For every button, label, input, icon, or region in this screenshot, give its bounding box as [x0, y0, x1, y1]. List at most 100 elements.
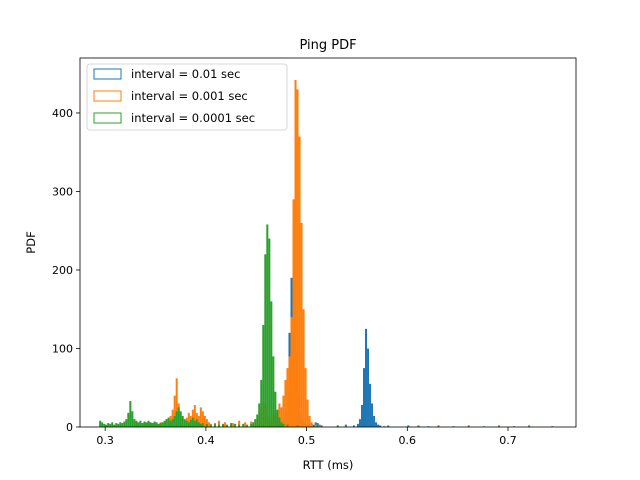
histogram-bar: [157, 423, 160, 427]
histogram-bar: [437, 425, 440, 427]
histogram-bar: [173, 416, 176, 427]
histogram-bar: [238, 424, 241, 427]
histogram-bar: [193, 405, 196, 427]
histogram-bar: [260, 379, 263, 427]
legend: interval = 0.01 sec interval = 0.001 sec i…: [86, 63, 288, 131]
histogram-bar: [107, 423, 110, 427]
histogram-bar: [407, 425, 410, 427]
histogram-bar: [282, 423, 285, 427]
histogram-bar: [294, 79, 297, 427]
x-tick-label: 0.4: [197, 434, 215, 447]
histogram-bar: [141, 423, 144, 427]
histogram-bar: [119, 422, 122, 427]
histogram-bar: [161, 422, 164, 427]
histogram-bar: [292, 199, 295, 427]
histogram-bar: [201, 423, 204, 427]
histogram-bar: [256, 414, 259, 427]
histogram-bar: [173, 395, 176, 427]
histogram-bar: [111, 422, 114, 427]
histogram-bar: [177, 407, 180, 427]
histogram-bar: [264, 254, 267, 427]
y-tick-label: 200: [52, 264, 73, 277]
histogram-bar: [125, 419, 128, 427]
histogram-bar: [187, 422, 190, 427]
histogram-bar: [230, 423, 233, 427]
histogram-bar: [336, 425, 339, 427]
histogram-bar: [296, 89, 299, 428]
histogram-bar: [258, 403, 261, 427]
histogram-bar: [344, 424, 347, 427]
histogram-bar: [254, 419, 257, 427]
histogram-bar: [165, 419, 168, 427]
histogram-bar: [193, 420, 196, 427]
histogram-bar: [217, 424, 220, 427]
y-tick-label: 100: [52, 342, 73, 355]
histogram-bar: [185, 420, 188, 427]
histogram-bar: [284, 379, 287, 427]
histogram-bar: [191, 417, 194, 427]
histogram-bar: [286, 424, 289, 427]
x-tick-label: 0.6: [399, 434, 417, 447]
histogram-bar: [387, 425, 390, 427]
histogram-bar: [127, 412, 130, 427]
legend-label: interval = 0.001 sec: [131, 89, 248, 103]
histogram-bar: [113, 424, 116, 427]
histogram-bar: [290, 317, 293, 427]
histogram-bar: [167, 417, 170, 427]
histogram-bar: [373, 416, 376, 427]
histogram-bar: [179, 411, 182, 427]
histogram-bar: [369, 383, 372, 427]
histogram-bar: [270, 301, 273, 427]
histogram-bar: [250, 423, 253, 427]
histogram-bar: [280, 407, 283, 427]
histogram-bar: [181, 416, 184, 427]
y-axis: 0 100 200 300 400: [52, 107, 80, 434]
histogram-bar: [205, 419, 208, 427]
chart-title: Ping PDF: [299, 38, 356, 53]
histogram-bar: [358, 419, 361, 427]
histogram-bar: [262, 324, 265, 427]
histogram-bar: [109, 423, 112, 427]
histogram-bar: [280, 422, 283, 427]
histogram-bar: [278, 417, 281, 427]
histogram-bar: [320, 425, 323, 427]
histogram-bar: [145, 422, 148, 427]
histogram-bar: [288, 356, 291, 427]
plot-frame: [79, 57, 577, 428]
histogram-bar: [497, 425, 500, 427]
histogram-bar: [310, 422, 313, 427]
x-tick-label: 0.3: [96, 434, 114, 447]
histogram-bar: [266, 224, 269, 427]
histogram-bar: [169, 420, 172, 427]
histogram-bar: [103, 423, 106, 427]
histogram-bar: [308, 416, 311, 427]
histogram-bar: [232, 423, 235, 427]
histogram-bar: [183, 419, 186, 427]
series-3-bars: [99, 224, 554, 427]
histogram-bar: [129, 401, 132, 427]
histogram-bars: [99, 79, 554, 428]
histogram-bar: [238, 420, 241, 427]
histogram-bar: [316, 425, 319, 427]
legend-frame: [86, 63, 288, 131]
x-axis: 0.3 0.4 0.5 0.6 0.7: [96, 427, 517, 447]
legend-swatch: [93, 112, 122, 124]
histogram-bar: [467, 425, 470, 427]
histogram-bar: [133, 419, 136, 427]
histogram-bar: [367, 348, 370, 427]
histogram-bar: [302, 309, 305, 427]
histogram-bar: [298, 136, 301, 427]
histogram-bar: [234, 423, 237, 427]
histogram-bar: [365, 328, 368, 427]
histogram-bar: [197, 422, 200, 427]
histogram-bar: [135, 420, 138, 427]
histogram-bar: [276, 409, 279, 427]
histogram-bar: [272, 356, 275, 427]
histogram-bar: [360, 405, 363, 427]
histogram-bar: [203, 416, 206, 427]
histogram-bar: [199, 423, 202, 427]
histogram-bar: [137, 422, 140, 427]
histogram-bar: [268, 238, 271, 427]
histogram-bar: [278, 403, 281, 427]
